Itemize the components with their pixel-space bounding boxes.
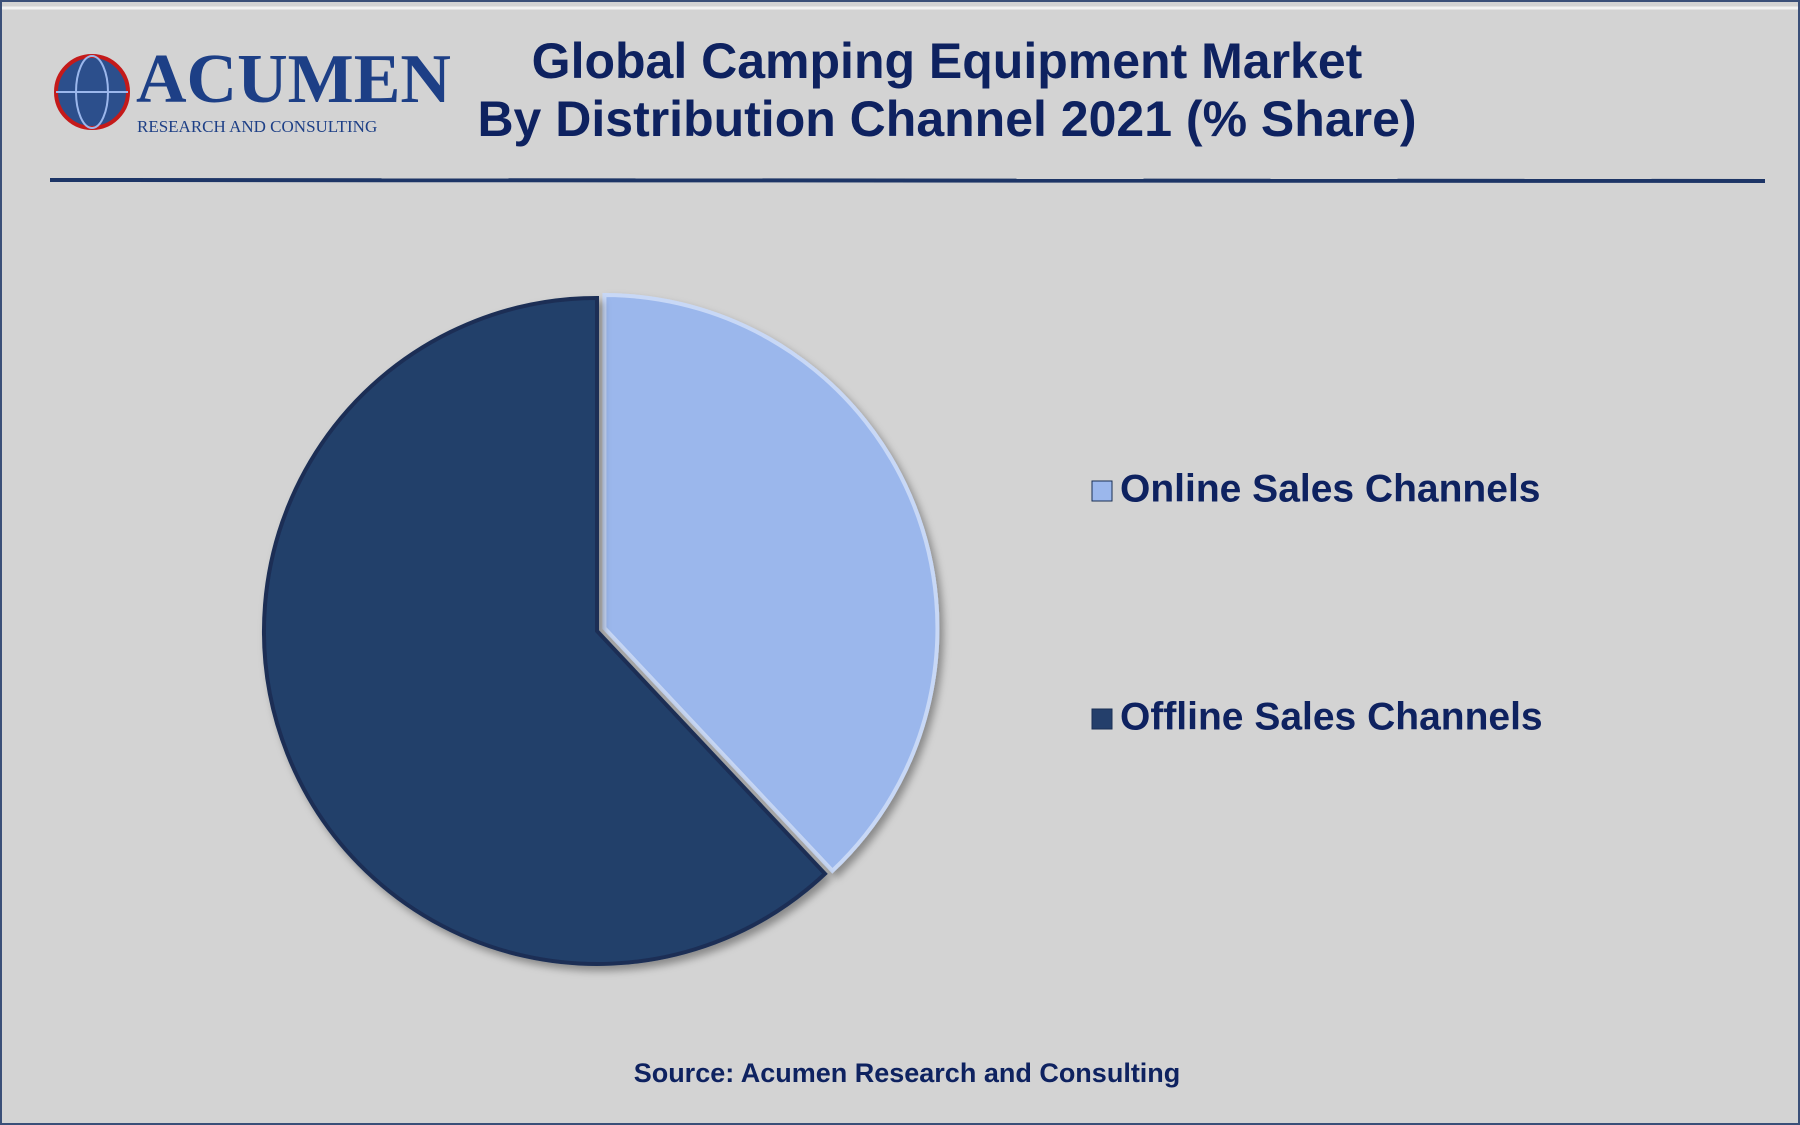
logo: ACUMEN RESEARCH AND CONSULTING <box>54 41 451 136</box>
chart-subtitle: By Distribution Channel 2021 (% Share) <box>477 91 1416 147</box>
title-rule <box>49 178 1766 183</box>
source: Source: Acumen Research and Consulting <box>634 1058 1181 1088</box>
chart-title: Global Camping Equipment Market <box>532 33 1363 89</box>
legend-swatch <box>1091 708 1113 730</box>
pie-slice <box>262 295 828 966</box>
pie-slice <box>602 293 940 874</box>
logo-tagline: RESEARCH AND CONSULTING <box>137 117 377 136</box>
legend-label: Offline Sales Channels <box>1120 695 1543 738</box>
legend-swatch <box>1091 480 1113 502</box>
logo-name: ACUMEN <box>136 41 451 118</box>
legend-label: Online Sales Channels <box>1120 467 1540 510</box>
